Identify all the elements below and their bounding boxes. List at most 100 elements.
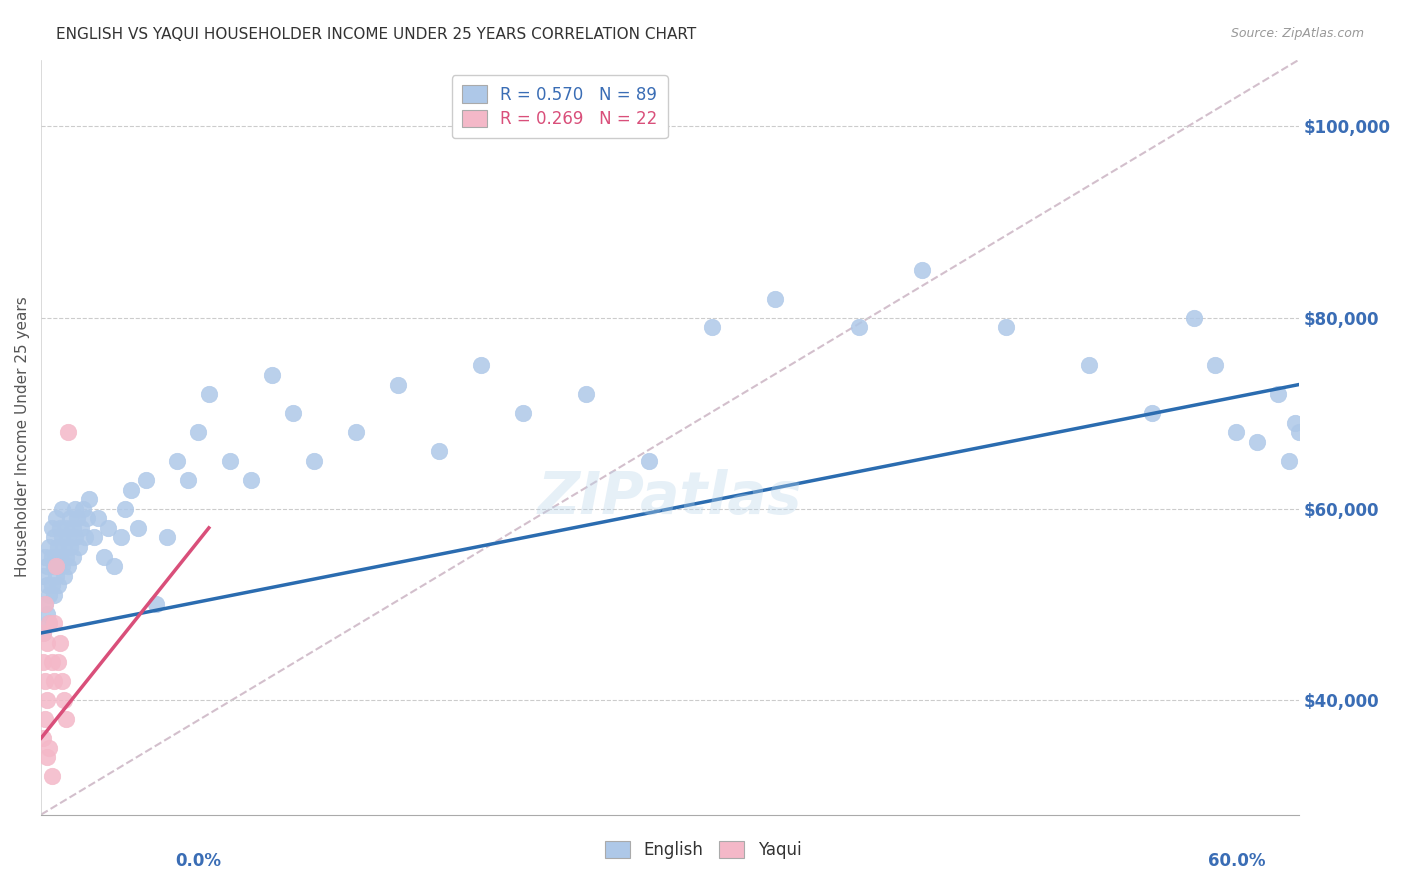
Point xyxy=(239,473,262,487)
Point xyxy=(42,616,65,631)
Point xyxy=(53,568,76,582)
Point xyxy=(79,492,101,507)
Point xyxy=(59,540,82,554)
Point xyxy=(41,578,63,592)
Point xyxy=(58,425,80,440)
Point xyxy=(55,521,77,535)
Point xyxy=(34,712,56,726)
Point xyxy=(51,501,73,516)
Point xyxy=(97,521,120,535)
Point xyxy=(72,501,94,516)
Point xyxy=(55,549,77,564)
Point xyxy=(1278,454,1301,468)
Point xyxy=(42,588,65,602)
Point xyxy=(42,530,65,544)
Point xyxy=(512,406,534,420)
Point xyxy=(429,444,451,458)
Point xyxy=(41,549,63,564)
Text: 0.0%: 0.0% xyxy=(176,852,222,870)
Point xyxy=(93,549,115,564)
Point xyxy=(41,769,63,783)
Point xyxy=(848,320,870,334)
Point xyxy=(1284,416,1306,430)
Point xyxy=(37,607,59,621)
Point xyxy=(37,750,59,764)
Point xyxy=(145,597,167,611)
Point xyxy=(63,530,86,544)
Point xyxy=(37,693,59,707)
Point xyxy=(198,387,221,401)
Point xyxy=(994,320,1017,334)
Point xyxy=(34,597,56,611)
Point xyxy=(127,521,149,535)
Point xyxy=(55,712,77,726)
Legend: R = 0.570   N = 89, R = 0.269   N = 22: R = 0.570 N = 89, R = 0.269 N = 22 xyxy=(451,76,668,138)
Point xyxy=(46,578,69,592)
Point xyxy=(38,616,60,631)
Point xyxy=(34,549,56,564)
Point xyxy=(1225,425,1247,440)
Point xyxy=(53,540,76,554)
Point xyxy=(1182,310,1205,325)
Point xyxy=(32,731,55,745)
Point xyxy=(156,530,179,544)
Text: Source: ZipAtlas.com: Source: ZipAtlas.com xyxy=(1230,27,1364,40)
Point xyxy=(49,549,72,564)
Point xyxy=(46,559,69,574)
Point xyxy=(302,454,325,468)
Point xyxy=(58,559,80,574)
Point xyxy=(166,454,188,468)
Point xyxy=(700,320,723,334)
Point xyxy=(63,501,86,516)
Point xyxy=(41,655,63,669)
Point xyxy=(575,387,598,401)
Point xyxy=(67,540,90,554)
Point xyxy=(37,559,59,574)
Point xyxy=(32,626,55,640)
Point xyxy=(135,473,157,487)
Point xyxy=(187,425,209,440)
Point xyxy=(344,425,367,440)
Point xyxy=(34,597,56,611)
Text: ENGLISH VS YAQUI HOUSEHOLDER INCOME UNDER 25 YEARS CORRELATION CHART: ENGLISH VS YAQUI HOUSEHOLDER INCOME UNDE… xyxy=(56,27,696,42)
Point xyxy=(32,655,55,669)
Point xyxy=(763,292,786,306)
Point xyxy=(1078,359,1101,373)
Point xyxy=(32,626,55,640)
Point xyxy=(66,511,89,525)
Point xyxy=(281,406,304,420)
Point xyxy=(45,559,67,574)
Point xyxy=(51,559,73,574)
Point xyxy=(218,454,240,468)
Point xyxy=(42,673,65,688)
Point xyxy=(37,578,59,592)
Point xyxy=(470,359,492,373)
Point xyxy=(53,693,76,707)
Point xyxy=(114,501,136,516)
Y-axis label: Householder Income Under 25 years: Householder Income Under 25 years xyxy=(15,297,30,577)
Point xyxy=(38,616,60,631)
Point xyxy=(75,530,97,544)
Point xyxy=(1246,434,1268,449)
Point xyxy=(70,521,93,535)
Point xyxy=(120,483,142,497)
Point xyxy=(83,530,105,544)
Point xyxy=(638,454,661,468)
Point xyxy=(38,588,60,602)
Point xyxy=(45,549,67,564)
Text: 60.0%: 60.0% xyxy=(1208,852,1265,870)
Point xyxy=(32,568,55,582)
Point xyxy=(1267,387,1289,401)
Point xyxy=(103,559,125,574)
Point xyxy=(110,530,132,544)
Point xyxy=(87,511,110,525)
Point xyxy=(51,530,73,544)
Point xyxy=(46,655,69,669)
Point xyxy=(58,530,80,544)
Point xyxy=(49,635,72,649)
Point xyxy=(177,473,200,487)
Point xyxy=(46,540,69,554)
Point xyxy=(59,511,82,525)
Point xyxy=(45,511,67,525)
Point xyxy=(1204,359,1226,373)
